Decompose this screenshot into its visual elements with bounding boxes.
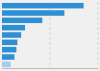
bar — [2, 10, 64, 16]
grid-line — [98, 2, 99, 68]
bar — [2, 47, 16, 53]
bars — [2, 3, 84, 67]
chart-container — [0, 0, 100, 71]
bar — [2, 32, 21, 38]
bar — [2, 18, 42, 24]
bar — [2, 40, 17, 46]
bar — [2, 3, 84, 8]
bar — [2, 54, 14, 60]
bar — [2, 25, 25, 31]
chart — [0, 0, 100, 71]
bar — [2, 62, 11, 67]
x-axis-line — [2, 68, 98, 69]
